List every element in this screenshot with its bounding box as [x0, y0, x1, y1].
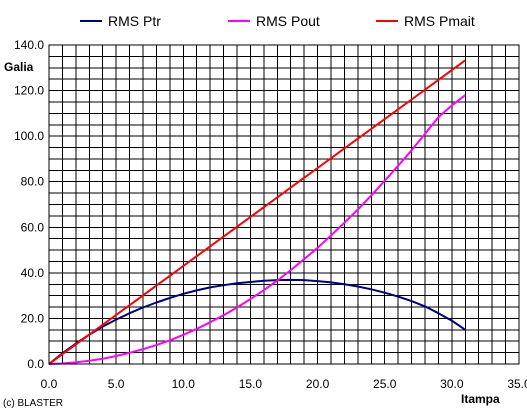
y-tick-label: 100.0	[14, 129, 44, 143]
tick-labels: 0.0 5.0 10.0 15.0 20.0 25.0 30.0 35.0 0.0 20.0 40.…	[14, 38, 527, 391]
x-tick-label: 25.0	[373, 377, 397, 391]
x-tick-label: 30.0	[440, 377, 464, 391]
y-tick-label: 60.0	[21, 220, 45, 234]
x-tick-label: 10.0	[172, 377, 196, 391]
series-group	[48, 59, 466, 365]
x-tick-label: 5.0	[108, 377, 125, 391]
legend-label-3: RMS Pmait	[404, 13, 475, 29]
legend: RMS Ptr RMS Pout RMS Pmait	[80, 13, 475, 29]
x-tick-label: 15.0	[239, 377, 263, 391]
x-tick-label: 35.0	[507, 377, 527, 391]
credit-text: (c) BLASTER	[3, 398, 63, 409]
y-tick-label: 0.0	[27, 357, 44, 371]
x-tick-label: 20.0	[306, 377, 330, 391]
legend-label-1: RMS Ptr	[108, 13, 161, 29]
x-axis-title: Itampa	[461, 392, 500, 406]
series-line-3	[48, 59, 466, 365]
plot-border	[48, 44, 520, 365]
y-tick-label: 140.0	[14, 38, 44, 52]
y-tick-label: 120.0	[14, 84, 44, 98]
y-tick-label: 80.0	[21, 175, 45, 189]
series-line-2	[48, 94, 466, 365]
y-axis-title: Galia	[4, 60, 34, 74]
series-line-1	[48, 278, 466, 365]
legend-label-2: RMS Pout	[256, 13, 320, 29]
y-tick-label: 20.0	[21, 311, 45, 325]
grid	[49, 45, 519, 364]
y-tick-label: 40.0	[21, 266, 45, 280]
x-tick-label: 0.0	[41, 377, 58, 391]
